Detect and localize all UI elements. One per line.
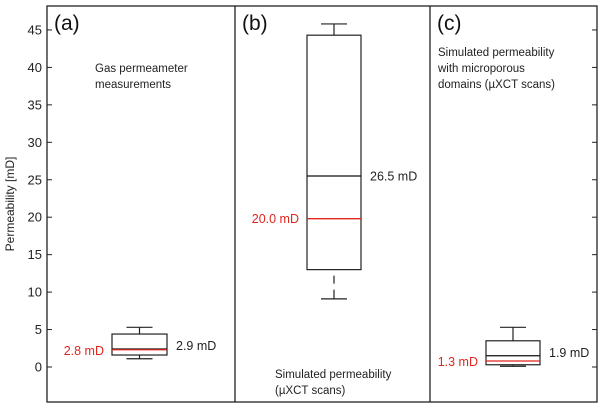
y-tick-label: 35 [28, 97, 42, 112]
panel-caption: domains (µXCT scans) [438, 79, 555, 91]
y-tick-label: 20 [28, 210, 42, 225]
y-tick-label: 30 [28, 135, 42, 150]
panel-letter: (b) [242, 12, 268, 35]
black-value-label: 26.5 mD [370, 170, 417, 184]
red-value-label: 2.8 mD [64, 344, 104, 358]
y-tick-label: 40 [28, 60, 42, 75]
panel-caption: Gas permeameter [95, 63, 188, 75]
panel-letter: (a) [54, 12, 80, 35]
red-value-label: 20.0 mD [252, 212, 299, 226]
panel-caption: Simulated permeability [438, 47, 555, 59]
box [111, 333, 168, 356]
y-tick-label: 15 [28, 247, 42, 262]
panel-letter: (c) [437, 12, 462, 35]
y-tick-label: 0 [35, 360, 42, 375]
box [485, 340, 541, 366]
black-value-label: 2.9 mD [176, 339, 216, 353]
y-axis-label: Permeability [mD] [3, 157, 17, 252]
y-tick-label: 5 [35, 322, 42, 337]
plot-frame [46, 5, 598, 403]
black-value-label: 1.9 mD [549, 346, 589, 360]
y-tick-label: 25 [28, 172, 42, 187]
panel-caption: measurements [95, 79, 171, 91]
y-tick-label: 45 [28, 22, 42, 37]
y-tick-label: 10 [28, 285, 42, 300]
panel-caption: (µXCT scans) [275, 385, 345, 397]
panel-caption: Simulated permeability [275, 369, 392, 381]
red-value-label: 1.3 mD [438, 355, 478, 369]
panel-caption: with microporous [437, 63, 525, 75]
box [306, 34, 362, 271]
